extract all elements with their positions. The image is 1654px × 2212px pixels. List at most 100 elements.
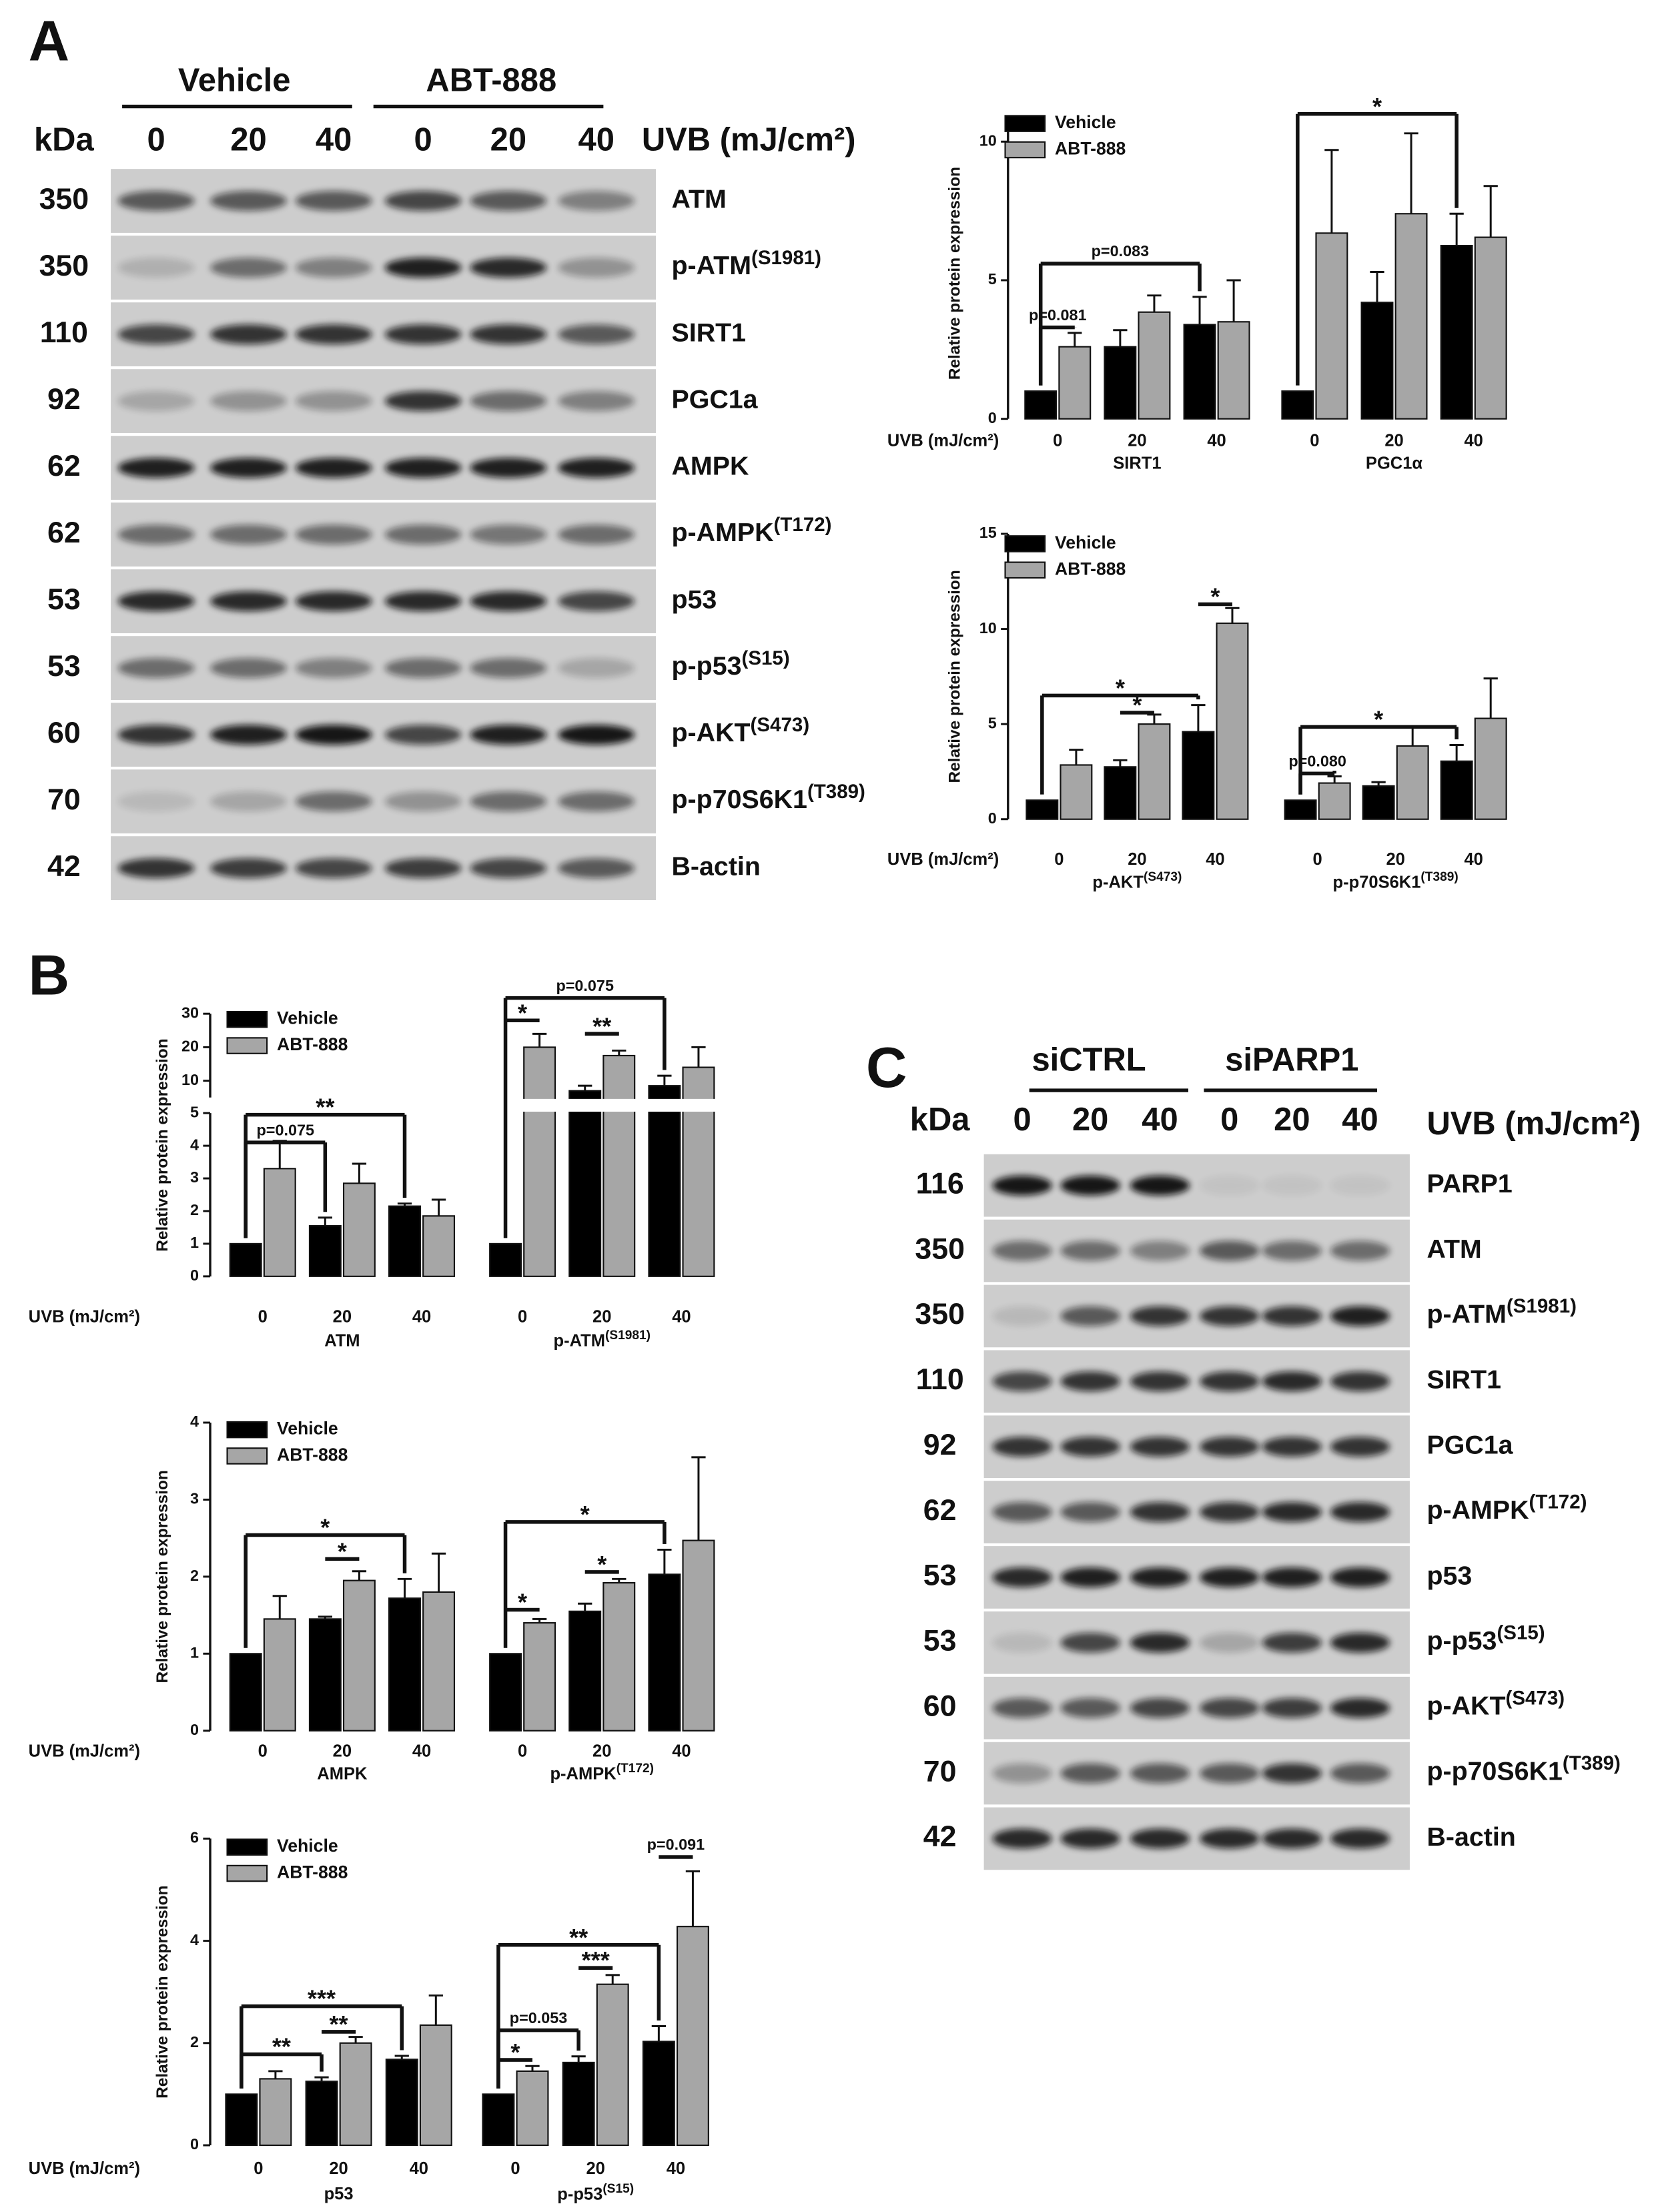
kda-label: 53 (923, 1559, 957, 1592)
x-tick-label: 20 (592, 1742, 611, 1760)
bar (489, 1242, 522, 1277)
blot-band (117, 591, 195, 611)
blot-band (1262, 1437, 1322, 1457)
blot-band (295, 591, 372, 611)
significance-label: * (580, 1501, 590, 1528)
y-tick-label: 1 (190, 1234, 199, 1251)
blot-band (1330, 1763, 1390, 1784)
legend-label: ABT-888 (277, 1034, 348, 1054)
kda-label: 350 (915, 1298, 965, 1331)
x-tick-label: 20 (1386, 850, 1404, 869)
bar (682, 1539, 715, 1732)
blot-band (1200, 1437, 1260, 1457)
legend-label: Vehicle (277, 1419, 338, 1439)
blot-band (1330, 1632, 1390, 1653)
blot-band (1262, 1632, 1322, 1653)
blot-band (117, 458, 195, 478)
bar (1474, 717, 1507, 820)
legend-swatch (1004, 535, 1046, 552)
x-tick-label: 40 (667, 2159, 685, 2178)
y-tick-label: 0 (190, 1266, 199, 1284)
x-tick-label: 0 (258, 1742, 268, 1760)
significance-label: * (320, 1514, 330, 1541)
protein-label: p-ATM(S1981) (1426, 1295, 1577, 1329)
x-axis-label: UVB (mJ/cm²) (29, 1742, 140, 1760)
protein-label: B-actin (1426, 1822, 1515, 1852)
significance-label: * (1372, 93, 1382, 120)
blot-band (992, 1698, 1052, 1718)
blot-band (558, 324, 635, 344)
y-tick-label: 3 (190, 1168, 199, 1186)
legend-label: Vehicle (277, 1008, 338, 1028)
bar (1362, 785, 1395, 820)
blot-band (558, 458, 635, 478)
group-label: p-AMPK(T172) (550, 1762, 654, 1783)
x-axis-label: UVB (mJ/cm²) (887, 431, 999, 450)
lane-label: 40 (578, 122, 614, 158)
significance-label: * (1374, 705, 1384, 733)
blot-band (295, 191, 372, 211)
y-tick-label: 10 (979, 131, 997, 149)
protein-label: AMPK (672, 451, 749, 480)
bar (1024, 390, 1058, 420)
group-label: ATM (324, 1331, 360, 1350)
blot-band (1200, 1567, 1260, 1587)
group-label: AMPK (317, 1764, 368, 1783)
blot-band (1262, 1502, 1322, 1522)
blot-band (210, 591, 287, 611)
legend-label: Vehicle (1055, 532, 1116, 552)
significance-label: *** (308, 1985, 336, 2012)
kda-label: 92 (923, 1429, 957, 1461)
lane-label: 0 (147, 122, 165, 158)
blot-band (1130, 1306, 1190, 1327)
y-tick-label: 4 (190, 1931, 199, 1948)
group-label: p-ATM(S1981) (553, 1329, 651, 1350)
panel-label: B (29, 944, 69, 1008)
blot-band (1060, 1371, 1120, 1392)
bar (305, 2081, 338, 2147)
blot-band (470, 858, 547, 878)
x-tick-label: 20 (586, 2159, 604, 2178)
blot-band (992, 1306, 1052, 1327)
bar (225, 2093, 258, 2147)
significance-label: p=0.053 (510, 2009, 567, 2026)
uvb-header: UVB (mJ/cm²) (642, 122, 856, 158)
significance-label: * (1132, 691, 1142, 719)
bar (682, 1066, 715, 1277)
legend-swatch (226, 1421, 268, 1439)
y-tick-label: 2 (190, 1201, 199, 1218)
blot-band (1200, 1175, 1260, 1196)
blot-band (210, 324, 287, 344)
group-label: p-p53(S15) (557, 2182, 634, 2203)
blot-band (992, 1567, 1052, 1587)
blot-band (210, 391, 287, 411)
y-tick-label: 10 (979, 619, 997, 637)
blot-band (470, 324, 547, 344)
blot-band (384, 391, 462, 411)
condition-label: siCTRL (1031, 1042, 1146, 1078)
condition-label: Vehicle (178, 62, 291, 98)
blot-band (1130, 1240, 1190, 1261)
blot-band (1330, 1371, 1390, 1392)
y-tick-label: 30 (181, 1004, 199, 1021)
blot-band (117, 858, 195, 878)
blot-band (1130, 1371, 1190, 1392)
x-tick-label: 40 (1464, 431, 1483, 450)
legend-swatch (226, 1010, 268, 1028)
bar (1315, 232, 1348, 420)
blot-band (1330, 1306, 1390, 1327)
blot-band (470, 725, 547, 745)
bar (422, 1591, 456, 1732)
x-axis-label: UVB (mJ/cm²) (887, 850, 999, 869)
x-tick-label: 20 (333, 1307, 352, 1326)
blot-band (1200, 1763, 1260, 1784)
bar (263, 1168, 296, 1277)
blot-band (1130, 1437, 1190, 1457)
blot-band (384, 191, 462, 211)
bar (482, 2093, 515, 2147)
legend-swatch (1004, 141, 1046, 159)
x-tick-label: 40 (672, 1307, 691, 1326)
bar (1318, 782, 1351, 820)
legend-label: Vehicle (1055, 112, 1116, 132)
blot-band (1200, 1502, 1260, 1522)
